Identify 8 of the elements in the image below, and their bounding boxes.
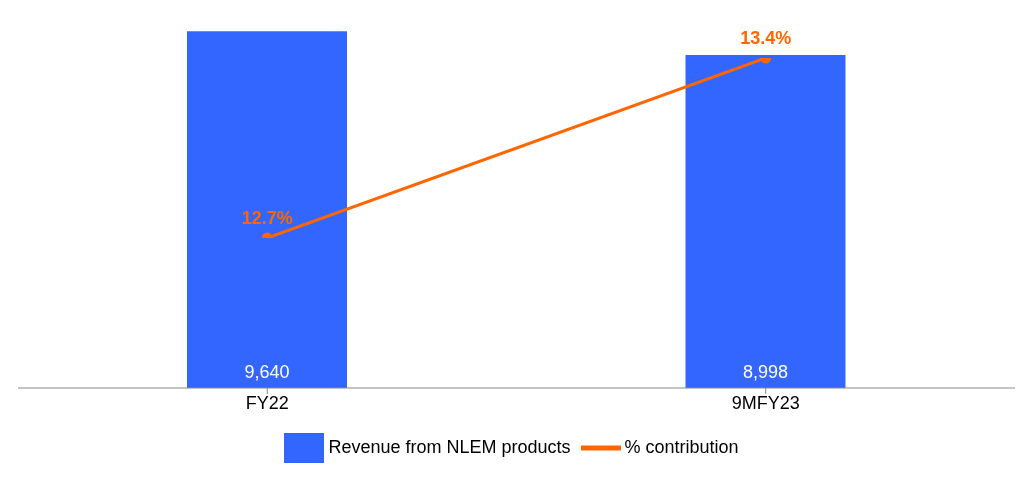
data-label: 8,998 — [742, 362, 789, 382]
data-label: 12.7% — [241, 208, 293, 228]
data-label: 13.4% — [740, 28, 792, 48]
legend-label: % contribution — [624, 436, 739, 457]
legend-label: Revenue from NLEM products — [328, 436, 571, 457]
data-label: 9,640 — [244, 362, 290, 382]
x-tick-label: 9MFY23 — [731, 392, 800, 413]
x-tick-label: FY22 — [245, 392, 289, 413]
